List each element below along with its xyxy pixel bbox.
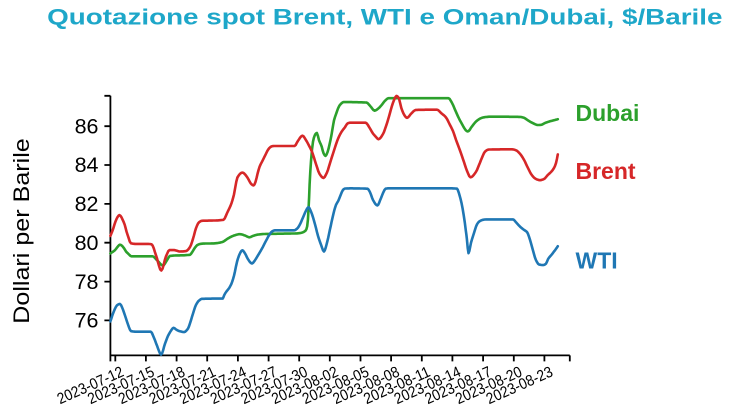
svg-text:84: 84 bbox=[75, 153, 99, 177]
svg-text:Dollari per Barile: Dollari per Barile bbox=[9, 138, 34, 324]
svg-text:Quotazione spot Brent, WTI e O: Quotazione spot Brent, WTI e Oman/Dubai,… bbox=[47, 5, 722, 30]
svg-text:82: 82 bbox=[75, 192, 99, 216]
svg-text:76: 76 bbox=[75, 309, 99, 333]
svg-text:Dubai: Dubai bbox=[576, 100, 640, 126]
svg-text:Brent: Brent bbox=[576, 158, 636, 184]
svg-text:86: 86 bbox=[75, 114, 99, 138]
svg-text:WTI: WTI bbox=[576, 248, 618, 274]
svg-text:78: 78 bbox=[75, 270, 99, 294]
svg-text:80: 80 bbox=[75, 231, 99, 255]
